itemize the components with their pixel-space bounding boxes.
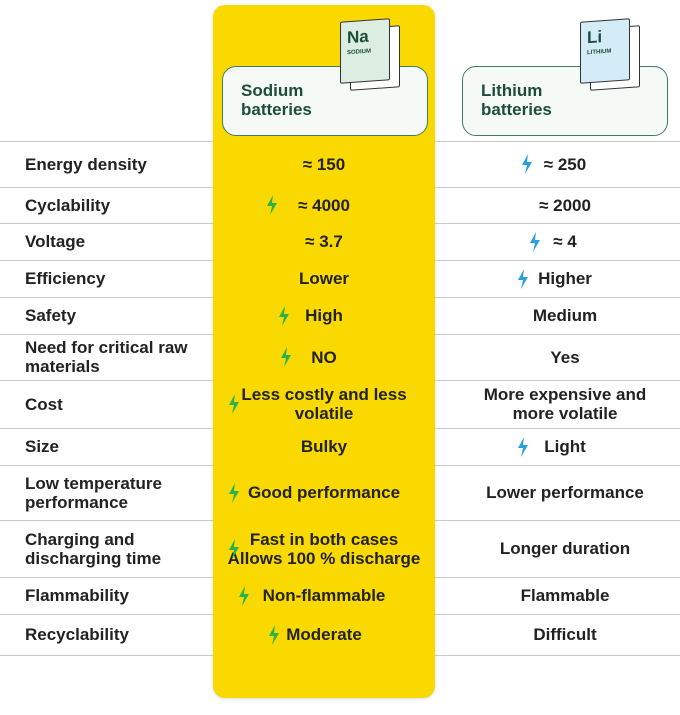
row-divider <box>0 520 213 521</box>
lithium-value: Light <box>544 437 586 456</box>
sodium-value: Less costly and less volatile <box>241 385 407 423</box>
row-divider <box>0 141 213 142</box>
advantage-icon-blue <box>521 154 533 179</box>
element-name: SODIUM <box>347 48 371 57</box>
element-symbol: Li <box>587 27 603 48</box>
advantage-icon-green <box>280 347 292 372</box>
lithium-value: Higher <box>538 269 592 288</box>
row-label: Energy density <box>25 154 147 174</box>
row-label: Efficiency <box>25 269 106 288</box>
row-divider <box>435 577 680 578</box>
lithium-value: More expensive and more volatile <box>483 385 647 423</box>
row-divider <box>435 614 680 615</box>
lithium-value: Yes <box>550 347 580 367</box>
row-divider <box>435 260 680 261</box>
row-divider <box>0 223 213 224</box>
sodium-value: Good performance <box>247 483 401 502</box>
lithium-value: ≈ 250 <box>543 154 587 174</box>
row-divider <box>435 223 680 224</box>
lithium-title: Lithium batteries <box>481 81 552 119</box>
advantage-icon-green <box>238 585 250 611</box>
sodium-value: Moderate <box>286 625 362 644</box>
element-symbol: Na <box>347 26 369 48</box>
lithium-value: ≈ 2000 <box>539 195 591 215</box>
element-name: LITHIUM <box>587 48 612 57</box>
row-divider <box>0 380 213 381</box>
sodium-value: ≈ 150 <box>302 154 346 174</box>
row-label: Charging and discharging time <box>25 529 162 568</box>
row-label: Need for critical raw materials <box>25 338 188 376</box>
row-divider <box>435 655 680 656</box>
advantage-icon-green <box>228 394 240 419</box>
advantage-icon-blue <box>529 231 541 257</box>
row-label: Low temperature performance <box>25 473 162 512</box>
row-divider <box>0 187 213 188</box>
row-divider <box>435 465 680 466</box>
row-divider <box>0 428 213 429</box>
advantage-icon-green <box>228 538 240 564</box>
sodium-value: Non-flammable <box>262 586 386 605</box>
advantage-icon-green <box>228 482 240 508</box>
lithium-value: ≈ 4 <box>553 232 577 251</box>
row-divider <box>435 334 680 335</box>
row-label: Cyclability <box>25 195 111 215</box>
row-label: Flammability <box>25 586 129 605</box>
row-divider <box>0 577 213 578</box>
row-divider <box>435 380 680 381</box>
lithium-value: Medium <box>532 306 598 325</box>
row-label: Size <box>25 437 60 456</box>
sodium-value: Fast in both cases Allows 100 % discharge <box>224 520 424 577</box>
sodium-value: Lower <box>298 269 350 288</box>
sodium-value: NO <box>311 347 337 367</box>
lithium-value: Difficult <box>533 625 597 644</box>
lithium-value: Longer duration <box>499 539 631 558</box>
lithium-value: Flammable <box>520 586 610 605</box>
row-label: Recyclability <box>25 625 129 644</box>
row-divider <box>0 334 213 335</box>
row-divider <box>435 297 680 298</box>
row-divider <box>0 614 213 615</box>
row-divider <box>0 297 213 298</box>
row-divider <box>435 141 680 142</box>
row-divider <box>0 655 213 656</box>
row-label: Cost <box>25 394 63 414</box>
sodium-value: ≈ 3.7 <box>305 232 343 251</box>
sodium-title: Sodium batteries <box>241 81 312 119</box>
advantage-icon-blue <box>517 436 529 462</box>
row-label: Safety <box>25 306 77 325</box>
row-divider <box>435 520 680 521</box>
row-divider <box>0 260 213 261</box>
row-divider <box>435 428 680 429</box>
row-divider <box>0 465 213 466</box>
sodium-value: Bulky <box>300 437 348 456</box>
lithium-tile: Li LITHIUM <box>580 18 630 84</box>
value-line: Fast in both cases <box>249 529 399 549</box>
lithium-value: Lower performance <box>486 483 644 502</box>
advantage-icon-green <box>278 305 290 331</box>
advantage-icon-blue <box>517 268 529 294</box>
sodium-value: ≈ 4000 <box>298 195 350 215</box>
sodium-tile: Na SODIUM <box>340 18 390 84</box>
advantage-icon-green <box>268 624 280 650</box>
row-label: Voltage <box>25 232 86 251</box>
advantage-icon-green <box>266 195 278 220</box>
row-divider <box>435 187 680 188</box>
value-line: Allows 100 % discharge <box>227 548 421 568</box>
sodium-value: High <box>305 306 343 325</box>
